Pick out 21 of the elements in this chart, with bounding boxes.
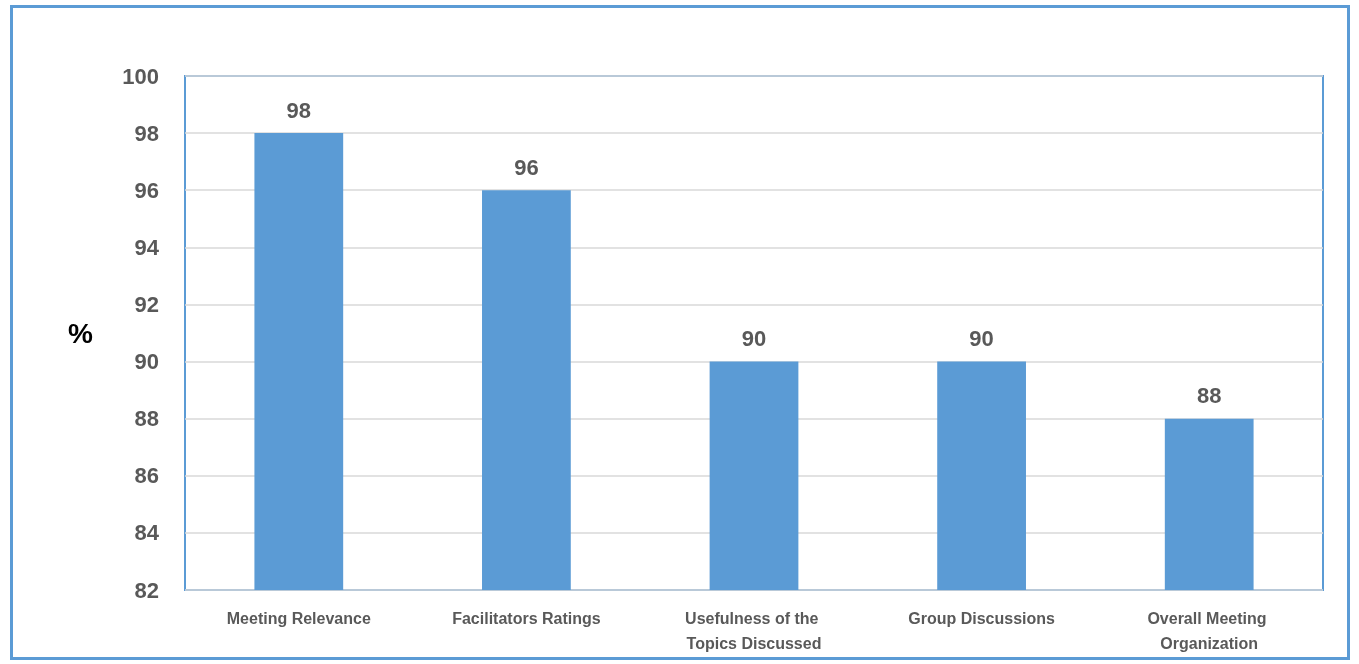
y-axis-title: %	[68, 317, 94, 349]
y-tick-label: 86	[134, 463, 159, 489]
y-tick-label: 92	[134, 291, 159, 317]
data-label: 88	[1196, 383, 1222, 409]
y-tick-label: 90	[134, 349, 159, 375]
x-tick-label: Overall Meeting Organization	[1147, 610, 1271, 652]
y-tick-label: 100	[122, 63, 159, 89]
x-tick-label: Group Discussions	[908, 610, 1056, 627]
y-tick-label: 98	[134, 120, 159, 146]
y-tick-label: 84	[134, 520, 160, 546]
data-label: 98	[286, 97, 312, 123]
x-tick-label: Usefulness of the Topics Discussed	[685, 610, 823, 652]
y-tick-label: 94	[134, 234, 160, 260]
y-tick-label: 88	[134, 406, 159, 432]
x-tick-label: Facilitators Ratings	[452, 610, 601, 627]
data-label: 90	[969, 326, 994, 352]
y-tick-label: 96	[134, 177, 159, 203]
x-tick-label: Meeting Relevance	[226, 610, 371, 627]
data-label: 96	[514, 154, 539, 180]
y-tick-label: 82	[134, 577, 159, 603]
data-label: 90	[741, 326, 767, 352]
